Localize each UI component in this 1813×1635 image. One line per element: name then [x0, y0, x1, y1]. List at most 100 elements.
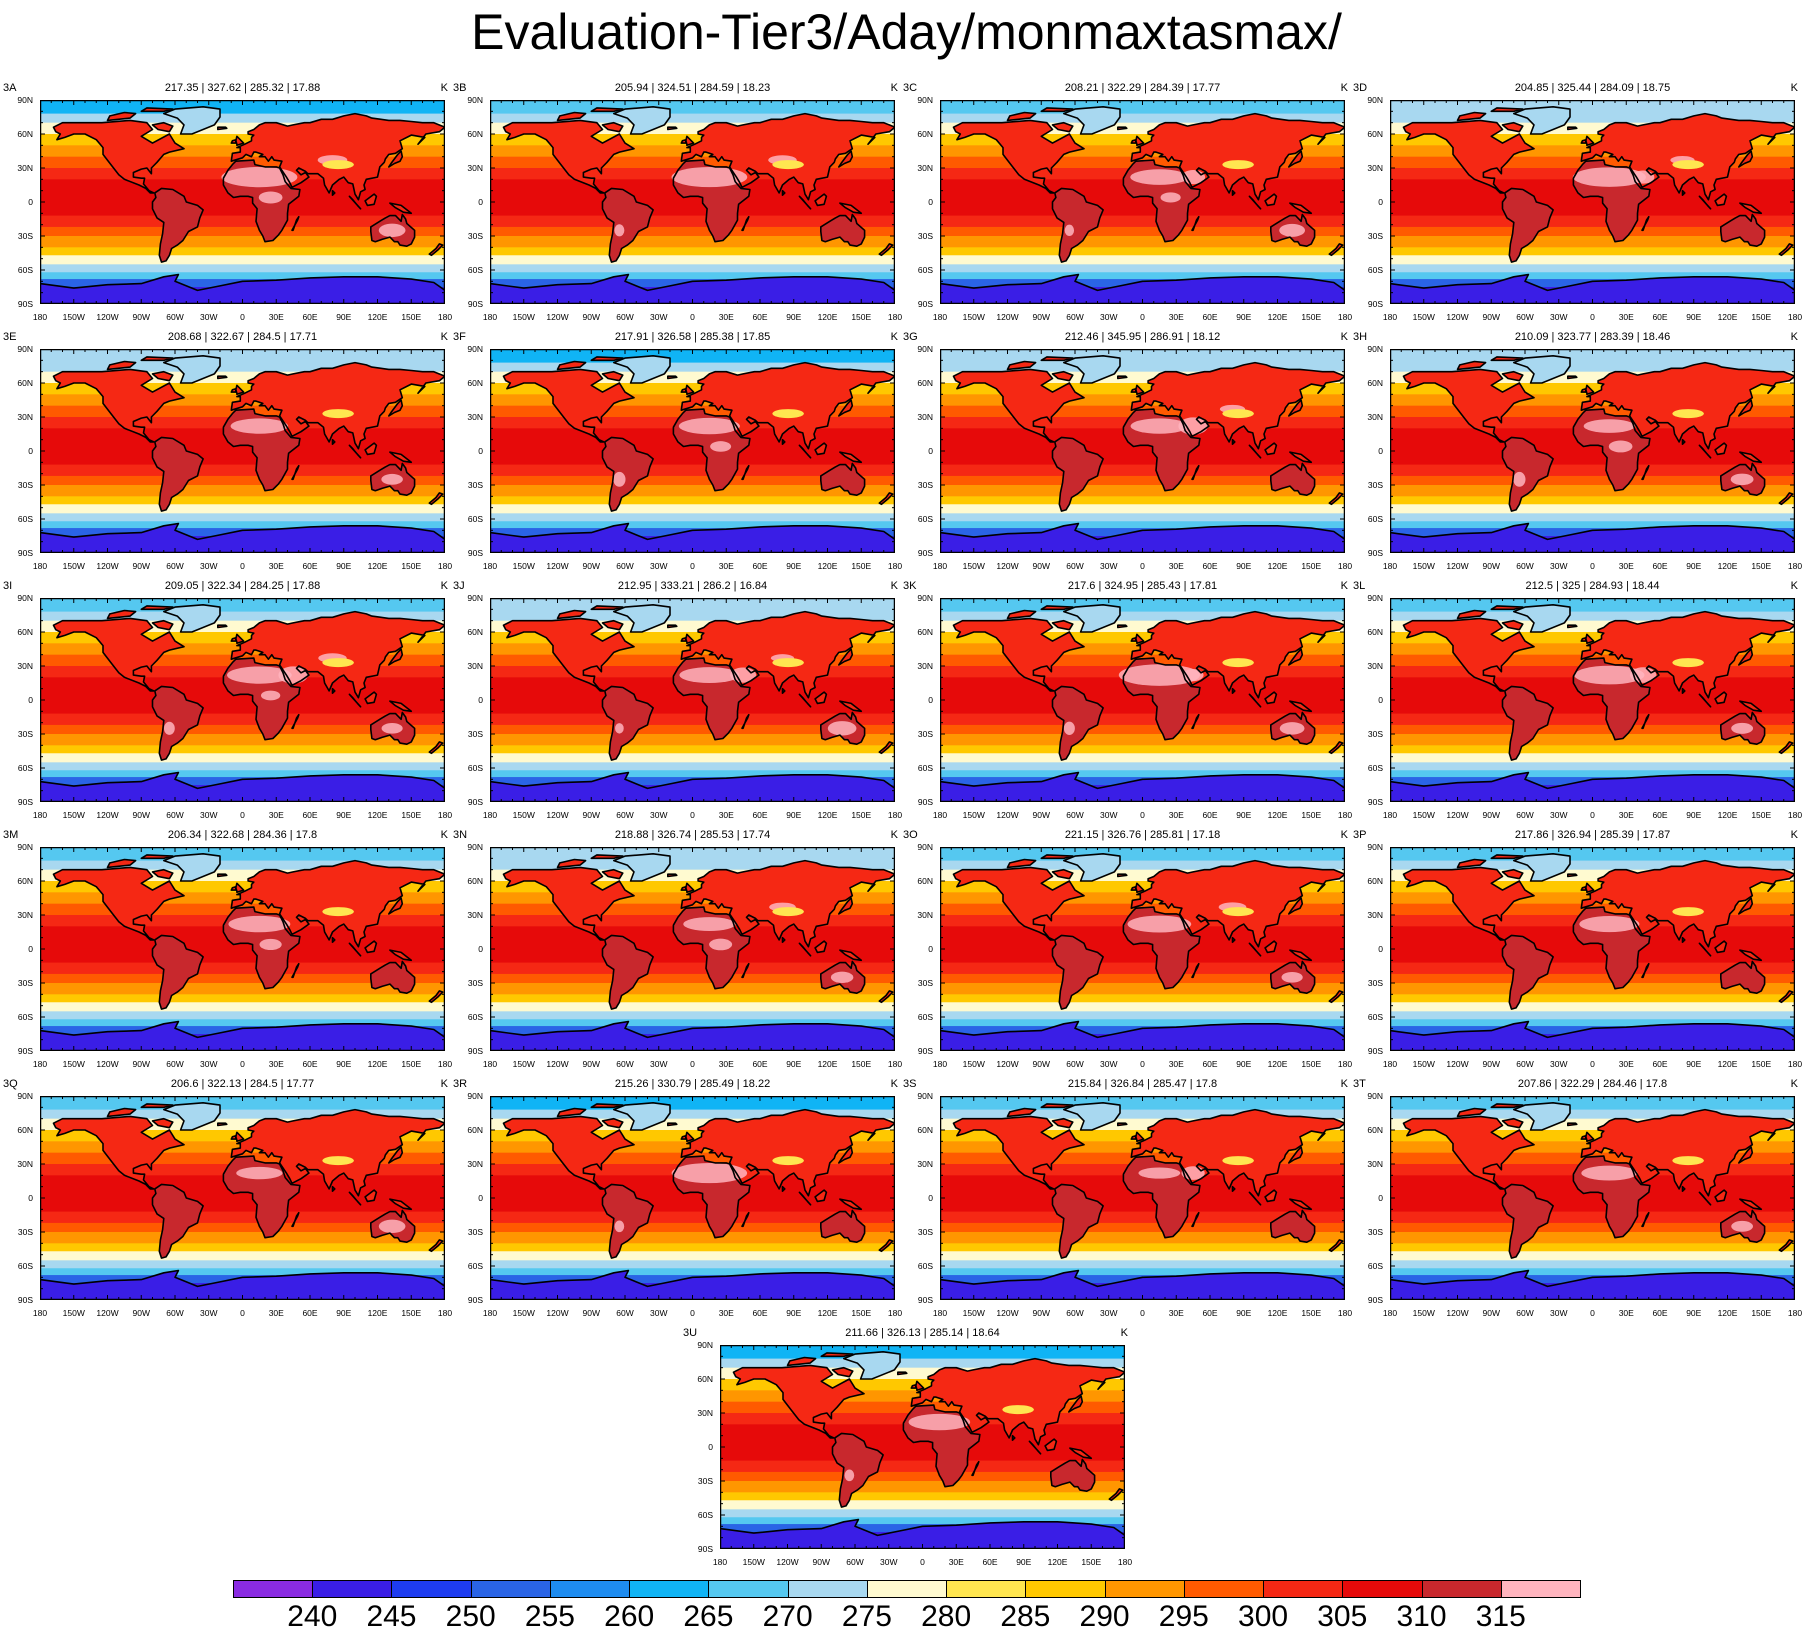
- coastline: [1456, 1107, 1487, 1118]
- zonal-temperature-band: [1390, 745, 1795, 754]
- zonal-temperature-band: [940, 734, 1345, 746]
- panel-label: 3D: [1353, 82, 1368, 94]
- coastline: [910, 1383, 917, 1389]
- land-region: [1052, 437, 1104, 512]
- coastline: [151, 187, 204, 263]
- lon-tick-label: 90W: [1032, 1308, 1050, 1318]
- coastline: [1737, 399, 1754, 417]
- lon-tick-label: 60E: [752, 810, 768, 820]
- lon-tick-label: 30W: [200, 1059, 218, 1069]
- coastline: [364, 691, 378, 705]
- land-region: [365, 941, 377, 953]
- land-region: [602, 188, 654, 263]
- land-region: [1289, 950, 1312, 961]
- temperature-map: [720, 1345, 1125, 1549]
- land-region: [1739, 950, 1762, 961]
- coastline: [590, 605, 624, 611]
- land-region: [613, 604, 670, 632]
- hot-spot: [236, 1166, 283, 1180]
- lat-tick-label: 90N: [1367, 842, 1383, 852]
- land-region: [163, 1102, 220, 1130]
- coastline: [331, 936, 336, 943]
- coastline: [1698, 444, 1712, 459]
- land-region: [1329, 243, 1343, 256]
- lat-tick-label: 0: [28, 695, 33, 705]
- coastline: [140, 1103, 174, 1109]
- lon-tick-label: 180: [1382, 1308, 1398, 1318]
- lat-tick-label: 90S: [467, 299, 483, 309]
- lon-tick-label: 180: [32, 561, 48, 571]
- coastline: [490, 273, 895, 304]
- coastline: [1402, 119, 1535, 194]
- lon-tick-label: 60W: [616, 1059, 634, 1069]
- coastline: [1714, 193, 1728, 207]
- lat-tick-label: 30S: [1367, 480, 1383, 490]
- panel-units: K: [890, 580, 898, 592]
- coastline: [163, 355, 221, 384]
- land-region: [389, 701, 412, 712]
- coastline: [1117, 375, 1128, 380]
- zonal-temperature-band: [490, 1243, 895, 1252]
- zonal-temperature-band: [1390, 1260, 1795, 1269]
- land-region: [1513, 106, 1570, 134]
- panel-stats: 204.85 | 325.44 | 284.09 | 18.75: [1514, 82, 1671, 94]
- plateau-cool-spot: [1222, 1156, 1254, 1166]
- lon-tick-label: 90W: [132, 1059, 150, 1069]
- lon-tick-label: 120W: [1446, 561, 1469, 571]
- lon-tick-label: 180: [1382, 312, 1398, 322]
- hot-spot: [378, 1219, 406, 1234]
- zonal-temperature-band: [1390, 475, 1795, 486]
- lon-tick-label: 120W: [996, 1308, 1019, 1318]
- coastline: [814, 691, 828, 705]
- zonal-temperature-band: [490, 134, 895, 146]
- land-region: [1715, 941, 1727, 953]
- land-region: [839, 701, 862, 712]
- map-panel-3h: 3H 210.09 | 323.77 | 283.39 | 18.46 K 90N 60…: [1350, 331, 1802, 573]
- lat-tick-label: 30N: [17, 910, 33, 920]
- coastline: [902, 1404, 981, 1488]
- coastline: [387, 399, 404, 417]
- figure-title: Evaluation-Tier3/Aday/monmaxtasmax/: [471, 4, 1342, 60]
- coastline: [1567, 624, 1578, 629]
- coastline: [428, 243, 444, 257]
- lon-tick-label: 60W: [616, 810, 634, 820]
- lon-tick-label: 150W: [962, 561, 985, 571]
- colorbar-box: [470, 1580, 551, 1598]
- lat-tick-label: 90N: [697, 1340, 713, 1350]
- panel-stats: 221.15 | 326.76 | 285.81 | 17.18: [1064, 829, 1221, 841]
- lat-tick-label: 60N: [467, 876, 483, 886]
- coastline: [1264, 442, 1278, 456]
- lon-tick-label: 150W: [962, 1059, 985, 1069]
- lon-tick-label: 60E: [752, 1308, 768, 1318]
- coastline: [1572, 408, 1651, 492]
- coastline: [556, 858, 587, 869]
- plateau-cool-spot: [1222, 160, 1254, 170]
- lon-tick-label: 30W: [650, 312, 668, 322]
- land-region: [1739, 452, 1762, 463]
- zonal-temperature-band: [940, 226, 1345, 237]
- lon-tick-label: 90W: [1032, 561, 1050, 571]
- coastline: [1714, 691, 1728, 705]
- coastline: [230, 1108, 445, 1197]
- lon-tick-label: 0: [1590, 312, 1595, 322]
- hot-spot: [709, 938, 733, 951]
- lon-tick-label: 120E: [817, 1059, 838, 1069]
- coastline: [1641, 1211, 1650, 1228]
- zonal-temperature-band: [720, 1379, 1125, 1391]
- land-region: [40, 523, 445, 553]
- zonal-temperature-band: [490, 762, 895, 771]
- zonal-temperature-band: [1390, 632, 1795, 644]
- coastline: [741, 713, 750, 730]
- lat-tick-label: 60N: [17, 129, 33, 139]
- land-region: [1063, 106, 1120, 134]
- lon-tick-label: 150E: [851, 1059, 872, 1069]
- lon-tick-label: 30W: [1550, 561, 1568, 571]
- land-region: [839, 1199, 862, 1210]
- coastline: [1580, 610, 1795, 699]
- lon-tick-label: 180: [482, 561, 498, 571]
- coastline: [1719, 1209, 1766, 1243]
- zonal-temperature-band: [940, 762, 1345, 771]
- lat-tick-label: 90N: [467, 344, 483, 354]
- map-panel-3n: 3N 218.88 | 326.74 | 285.53 | 17.74 K 90N 60…: [450, 829, 902, 1071]
- panel-stats: 205.94 | 324.51 | 284.59 | 18.23: [614, 82, 771, 94]
